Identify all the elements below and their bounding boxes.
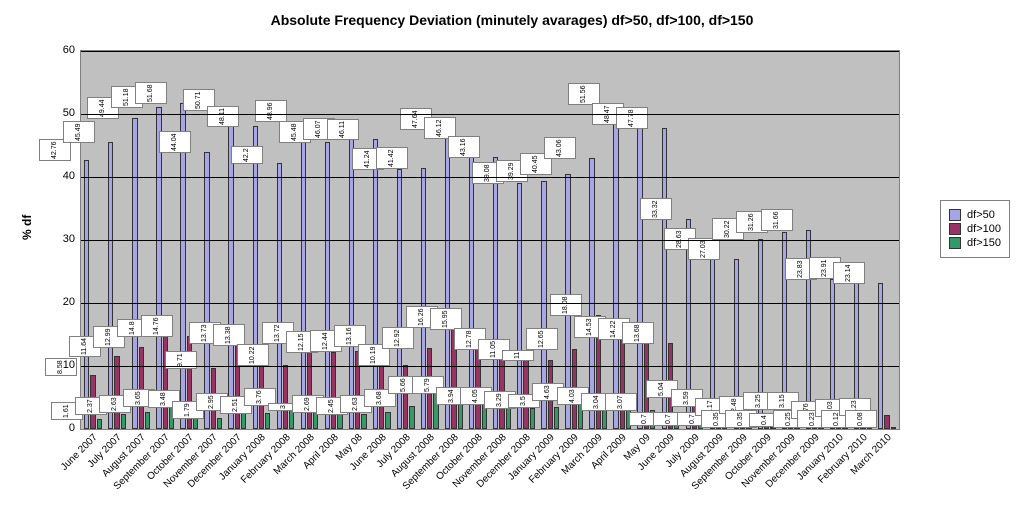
bar: 14.8 — [163, 336, 168, 429]
bar: 2.51 — [265, 413, 270, 429]
gridline — [81, 114, 899, 115]
y-tick-label: 30 — [35, 233, 75, 245]
bar: 48.96 — [301, 121, 306, 429]
bar-value-label: 33.32 — [640, 199, 672, 221]
bar: 48.47 — [637, 124, 642, 429]
bar-value-label: 13.68 — [622, 322, 654, 344]
legend-swatch — [949, 237, 961, 249]
legend-item: df>50 — [949, 209, 1001, 221]
bar-value-label: 13.38 — [213, 324, 245, 346]
bar: 48.11 — [253, 126, 258, 429]
bar: 3.68 — [409, 406, 414, 429]
bar: 49.44 — [132, 118, 137, 429]
bar: 12.15 — [331, 352, 336, 429]
y-axis-title: % df — [20, 215, 34, 240]
bar-value-label: 48.11 — [207, 106, 239, 127]
y-tick-label: 10 — [35, 359, 75, 371]
bar-value-label: 10.22 — [237, 344, 269, 366]
bar-value-label: 14.76 — [141, 315, 173, 337]
bar: 2.37 — [121, 414, 126, 429]
plot-area: 42.768.581.6145.4911.642.3749.4412.992.6… — [80, 50, 900, 430]
bar-value-label: 51.56 — [568, 84, 600, 106]
bar: 42.76 — [84, 160, 89, 429]
bar: 47.64 — [445, 129, 450, 429]
bar: 23.14 — [878, 283, 883, 429]
legend-swatch — [949, 209, 961, 221]
bar: 3.29 — [530, 408, 535, 429]
gridline — [81, 240, 899, 241]
y-tick-label: 40 — [35, 170, 75, 182]
bar: 14.53 — [620, 337, 625, 429]
legend-swatch — [949, 223, 961, 235]
y-tick-label: 60 — [35, 44, 75, 56]
y-tick-label: 0 — [35, 422, 75, 434]
legend-label: df>50 — [967, 209, 995, 221]
bar-value-label: 45.49 — [63, 122, 95, 144]
chart-container: Absolute Frequency Deviation (minutely a… — [0, 0, 1024, 516]
bar: 45.49 — [108, 142, 113, 429]
legend: df>50 df>100 df>150 — [940, 200, 1010, 258]
bar: 3.5 — [554, 407, 559, 429]
bar-value-label: 47.78 — [616, 107, 648, 129]
bar-value-label: 27.03 — [688, 238, 720, 260]
bar-value-label: 3.07 — [605, 393, 637, 411]
bar-value-label: 23.14 — [833, 263, 865, 285]
bar: 12.99 — [139, 347, 144, 429]
gridline — [81, 177, 899, 178]
bar-value-label: 31.66 — [761, 209, 793, 231]
bar: 43.16 — [493, 157, 498, 429]
gridline — [81, 303, 899, 304]
bar-value-label: 46.11 — [327, 119, 359, 140]
bar: 51.18 — [156, 107, 161, 429]
bar: 10.19 — [403, 365, 408, 429]
bar: 46.07 — [349, 139, 354, 429]
legend-label: df>150 — [967, 237, 1001, 249]
legend-item: df>100 — [949, 223, 1001, 235]
bar-value-label: 51.68 — [135, 83, 167, 105]
legend-item: df>150 — [949, 237, 1001, 249]
bar-value-label: 43.06 — [544, 137, 576, 159]
bar-value-label: 12.65 — [526, 329, 558, 351]
bar: 2.45 — [361, 414, 366, 429]
bar-value-label: 42.2 — [231, 147, 263, 165]
bar-value-label: 43.16 — [448, 137, 480, 159]
bar: 51.56 — [613, 104, 618, 429]
bar-value-label: 41.42 — [376, 148, 408, 170]
bar: 45.48 — [325, 142, 330, 429]
bar: 44.04 — [204, 152, 209, 429]
bar-value-label: 15.95 — [430, 308, 462, 330]
bar: 43.06 — [589, 158, 594, 429]
bar: 10.22 — [283, 365, 288, 429]
bar-value-label: 48.96 — [255, 100, 287, 122]
bar: 0.08 — [891, 427, 896, 429]
bar: 2.63 — [385, 412, 390, 429]
gridline — [81, 51, 899, 52]
bar: 39.08 — [517, 183, 522, 429]
y-tick-label: 20 — [35, 296, 75, 308]
gridline — [81, 366, 899, 367]
bar: 2.63 — [145, 412, 150, 429]
bar-value-label: 11 — [502, 349, 534, 360]
bar: 46.11 — [373, 139, 378, 429]
bar: 1.61 — [97, 419, 102, 429]
bar-value-label: 44.04 — [159, 131, 191, 153]
chart-title: Absolute Frequency Deviation (minutely a… — [0, 12, 1024, 28]
y-tick-label: 50 — [35, 107, 75, 119]
legend-label: df>100 — [967, 223, 1001, 235]
bar-value-label: 18.08 — [550, 295, 582, 317]
bar: 1.79 — [217, 418, 222, 429]
bar: 2.23 — [884, 415, 889, 429]
bar-value-label: 0.08 — [845, 410, 877, 428]
bar: 42.2 — [277, 163, 282, 429]
bar: 13.72 — [307, 343, 312, 429]
bar-value-label: 12.92 — [382, 327, 414, 349]
